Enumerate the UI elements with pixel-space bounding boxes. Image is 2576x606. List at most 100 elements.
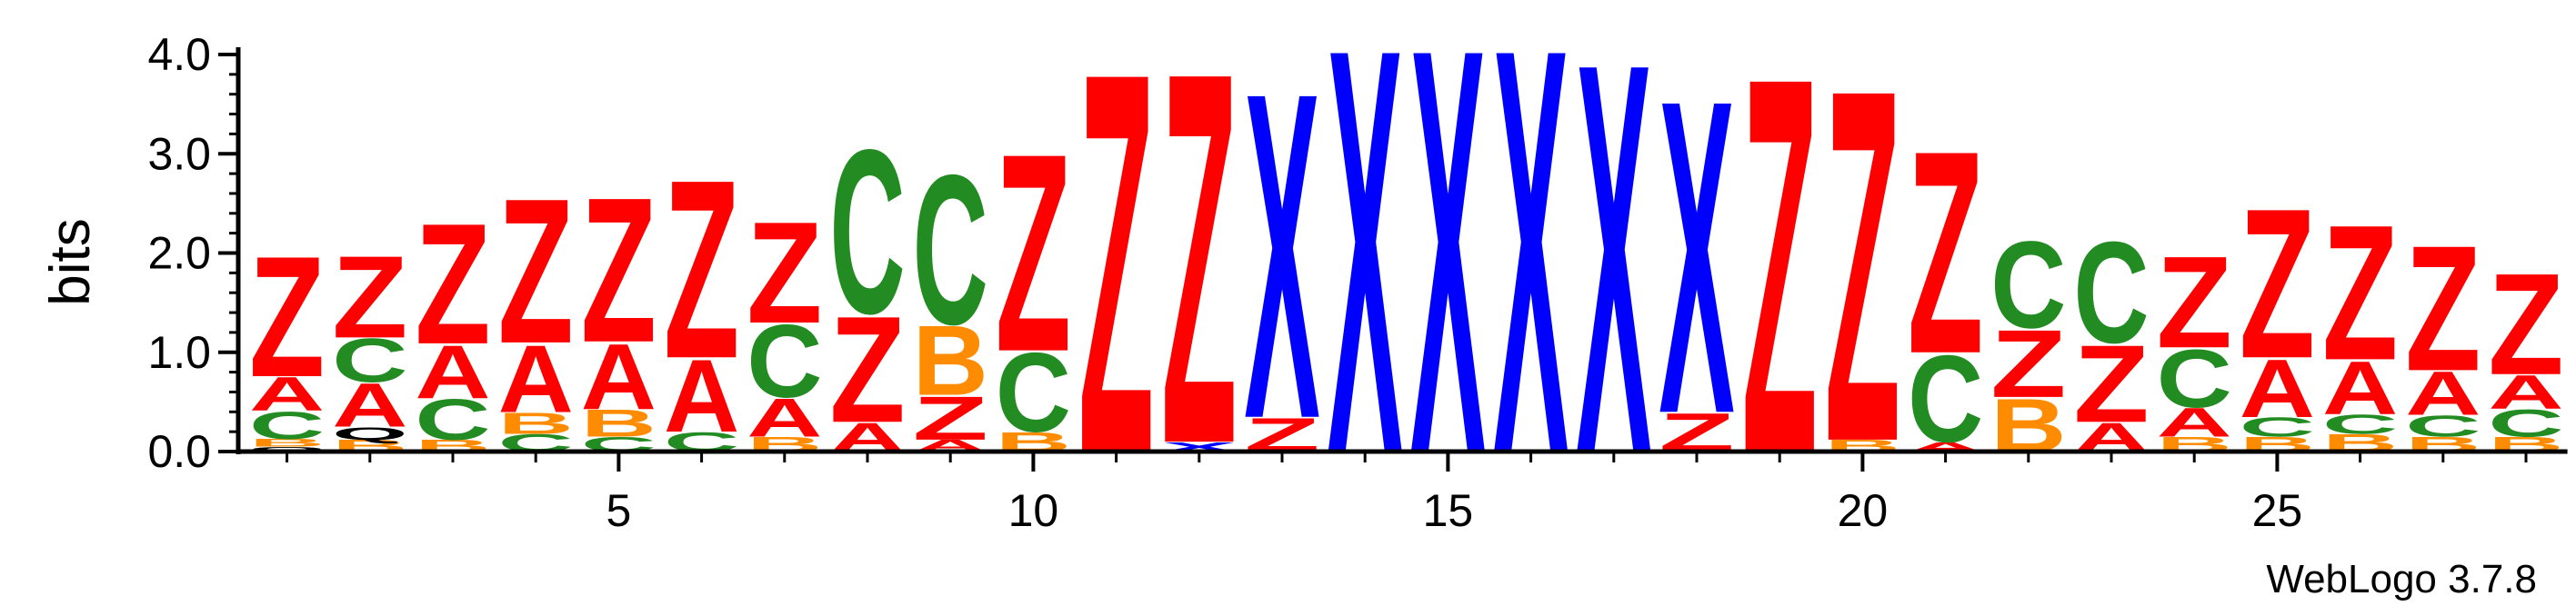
logo-letter-C: C — [332, 326, 407, 395]
y-tick-label: 4.0 — [147, 29, 211, 80]
logo-column-6: CAZ — [664, 126, 739, 458]
logo-letter-A: A — [332, 371, 407, 440]
logo-letter-A: A — [581, 325, 657, 430]
logo-letter-A: A — [2405, 359, 2481, 428]
y-axis-title: bits — [39, 218, 102, 305]
logo-letter-C: C — [913, 131, 988, 370]
logo-letter-X: X — [1576, 0, 1652, 570]
y-tick-label: 1.0 — [147, 327, 211, 378]
logo-letter-Q: Q — [332, 423, 407, 443]
logo-letter-C: C — [2488, 402, 2563, 444]
y-tick-label: 2.0 — [147, 228, 211, 279]
logo-letter-B: B — [498, 406, 574, 440]
logo-letter-Z: Z — [2322, 184, 2398, 401]
logo-column-11: Z — [1078, 0, 1154, 568]
logo-letter-C: C — [747, 304, 822, 420]
logo-letter-Z: Z — [415, 188, 490, 380]
logo-letter-B: B — [249, 437, 325, 449]
logo-column-8: AZC — [829, 102, 905, 461]
logo-letter-C: C — [1990, 215, 2066, 353]
logo-letter-Z: Z — [1908, 90, 1983, 413]
logo-letter-Z: Z — [664, 126, 739, 412]
logo-letter-Z: Z — [2488, 244, 2563, 405]
logo-column-16: X — [1493, 0, 1569, 575]
weblogo-version-label: WebLogo 3.7.8 — [2266, 557, 2537, 601]
logo-letter-Z: Z — [2157, 229, 2232, 375]
logo-letter-C: C — [829, 102, 905, 363]
logo-letter-A: A — [664, 339, 739, 454]
logo-letter-Z: Z — [1161, 0, 1237, 554]
logo-column-18: ZX — [1659, 7, 1735, 508]
y-tick-label: 3.0 — [147, 128, 211, 179]
logo-letter-Z: Z — [249, 221, 325, 412]
logo-letter-C: C — [996, 330, 1071, 456]
logo-letter-Z: Z — [747, 193, 822, 353]
logo-letter-A: A — [415, 330, 490, 414]
logo-letter-Z: Z — [913, 383, 988, 453]
y-tick-label: 0.0 — [147, 426, 211, 477]
logo-letter-C: C — [415, 387, 490, 452]
logo-letter-C: C — [249, 404, 325, 447]
logo-column-14: X — [1328, 0, 1404, 575]
logo-letter-Z: Z — [2073, 323, 2149, 446]
x-tick-label: 15 — [1423, 485, 1474, 536]
logo-letter-Z: Z — [2405, 208, 2481, 408]
logo-letter-X: X — [1410, 0, 1487, 575]
logo-letter-X: X — [1659, 7, 1735, 508]
logo-letter-C: C — [1908, 330, 1983, 468]
logo-letter-C: C — [2405, 409, 2481, 442]
y-axis-ticks: 0.0 1.0 2.0 3.0 4.0 — [147, 29, 238, 477]
x-tick-label: 5 — [606, 485, 631, 536]
x-tick-label: 20 — [1838, 485, 1889, 536]
logo-letter-Z: Z — [1742, 0, 1818, 565]
logo-letter-Z: Z — [581, 154, 657, 385]
logo-column-13: ZX — [1244, 0, 1320, 517]
logo-letter-X: X — [1328, 0, 1404, 575]
logo-column-12: XZ — [1161, 0, 1237, 554]
logo-letter-B: B — [581, 402, 657, 444]
logo-letter-Z: Z — [1078, 0, 1154, 568]
x-axis-ticks: 5 10 15 20 25 — [286, 452, 2528, 536]
logo-column-21: ACZ — [1908, 90, 1983, 468]
logo-column-22: BZC — [1990, 215, 2066, 468]
logo-letter-A: A — [2240, 343, 2315, 435]
logo-letter-X: X — [1244, 0, 1320, 517]
logo-column-10: BCZ — [996, 94, 1071, 457]
logo-letter-Z: Z — [829, 285, 905, 454]
logo-letter-A: A — [2488, 366, 2563, 420]
logo-letter-A: A — [498, 325, 574, 432]
logo-letter-C: C — [2322, 409, 2398, 440]
logo-letter-C: C — [2073, 213, 2149, 374]
logo-column-23: AZC — [2073, 213, 2149, 461]
logo-letter-Z: Z — [2240, 164, 2315, 402]
logo-letter-X: X — [1493, 0, 1569, 575]
logo-column-17: X — [1576, 0, 1652, 570]
logo-letter-Z: Z — [332, 233, 407, 363]
logo-letter-A: A — [2322, 346, 2398, 431]
logo-letter-Z: Z — [498, 155, 574, 387]
logo-letter-Z: Z — [996, 94, 1071, 410]
logo-letter-B: B — [913, 304, 988, 416]
logo-letter-A: A — [747, 387, 822, 449]
logo-letter-C: C — [2157, 333, 2232, 425]
x-tick-label: 25 — [2252, 485, 2303, 536]
logo-column-19: Z — [1742, 0, 1818, 565]
logo-letter-Q: Q — [249, 445, 325, 453]
logo-letter-A: A — [2157, 400, 2232, 446]
axes: 0.0 1.0 2.0 3.0 4.0 5 10 15 20 25 — [147, 29, 2568, 536]
logo-letter-C: C — [2240, 412, 2315, 442]
logo-letter-A: A — [249, 368, 325, 422]
